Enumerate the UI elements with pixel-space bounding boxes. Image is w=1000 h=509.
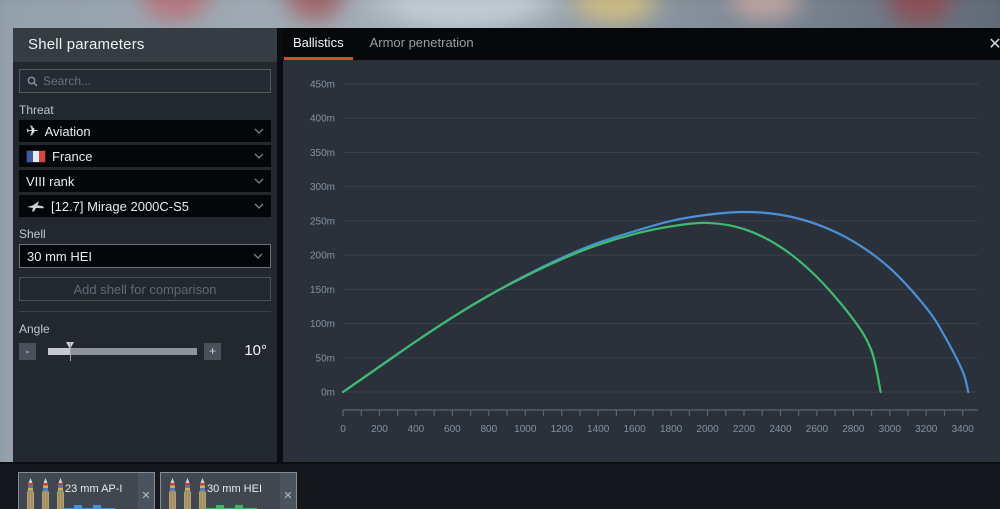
- threat-label: Threat: [19, 103, 54, 117]
- svg-text:300m: 300m: [310, 182, 335, 193]
- chevron-down-icon: [254, 203, 264, 209]
- svg-text:200m: 200m: [310, 251, 335, 262]
- svg-text:1800: 1800: [660, 424, 683, 435]
- svg-text:1400: 1400: [587, 424, 610, 435]
- svg-text:350m: 350m: [310, 148, 335, 159]
- svg-text:450m: 450m: [310, 80, 335, 91]
- shell-comparison-bar: 23 mm AP-I ✕ 30 mm HEI ✕: [0, 462, 1000, 509]
- dropdown-value: VIII rank: [26, 173, 75, 189]
- bullet-icon: [199, 478, 206, 509]
- dropdown-value: Aviation: [44, 123, 91, 139]
- svg-text:600: 600: [444, 424, 461, 435]
- svg-text:1000: 1000: [514, 424, 537, 435]
- svg-text:100m: 100m: [310, 319, 335, 330]
- dropdown-value: [12.7] Mirage 2000C-S5: [51, 198, 190, 214]
- tab-armor-penetration[interactable]: Armor penetration: [369, 35, 474, 50]
- section-divider: [19, 311, 271, 312]
- tab-bar: Ballistics Armor penetration ✕: [283, 28, 1000, 60]
- jet-icon: [27, 200, 44, 212]
- shell-card-30mm-hei[interactable]: 30 mm HEI ✕: [160, 472, 297, 509]
- trajectory-accent-bar: [205, 505, 257, 509]
- shell-parameters-panel: Shell parameters Threat ✈ Aviation Franc…: [13, 28, 283, 462]
- shell-label: Shell: [19, 227, 46, 241]
- shell-card-label: 30 mm HEI: [207, 483, 263, 495]
- svg-text:50m: 50m: [316, 353, 335, 364]
- shell-card-23mm-api[interactable]: 23 mm AP-I ✕: [18, 472, 155, 509]
- ballistics-chart-panel: Ballistics Armor penetration ✕ 0m 50m 100m…: [283, 28, 1000, 462]
- chevron-down-icon: [254, 178, 264, 184]
- chevron-down-icon: [254, 153, 264, 159]
- trajectory-chart: 0m 50m 100m 150m 200m 250m 300m 350m 400m 450m 0 20…: [310, 80, 978, 435]
- angle-label: Angle: [19, 322, 50, 336]
- svg-text:1200: 1200: [551, 424, 574, 435]
- vehicle-dropdown[interactable]: [12.7] Mirage 2000C-S5: [19, 195, 271, 217]
- tab-ballistics[interactable]: Ballistics: [284, 28, 353, 60]
- svg-text:3000: 3000: [879, 424, 902, 435]
- remove-shell-button[interactable]: ✕: [138, 473, 154, 509]
- search-input[interactable]: [43, 74, 263, 88]
- angle-slider-handle[interactable]: [66, 342, 75, 361]
- svg-text:0m: 0m: [321, 388, 335, 399]
- bullet-icon: [27, 478, 34, 509]
- svg-text:3200: 3200: [915, 424, 938, 435]
- svg-text:250m: 250m: [310, 216, 335, 227]
- france-flag-icon: [26, 149, 46, 163]
- search-icon: [27, 76, 38, 86]
- svg-text:200: 200: [371, 424, 388, 435]
- shell-bullets-icon: [25, 478, 66, 509]
- shell-dropdown[interactable]: 30 mm HEI: [19, 244, 271, 268]
- svg-text:150m: 150m: [310, 285, 335, 296]
- close-icon[interactable]: ✕: [988, 36, 1000, 53]
- shell-bullets-icon: [167, 478, 208, 509]
- angle-slider-row: - + 10°: [19, 342, 271, 361]
- dropdown-value: France: [52, 148, 93, 164]
- remove-shell-button[interactable]: ✕: [280, 473, 296, 509]
- angle-increase-button[interactable]: +: [204, 342, 221, 360]
- svg-text:0: 0: [340, 424, 346, 435]
- angle-value: 10°: [244, 342, 267, 359]
- svg-text:2000: 2000: [696, 424, 719, 435]
- svg-text:400m: 400m: [310, 114, 335, 125]
- svg-text:2400: 2400: [769, 424, 792, 435]
- svg-text:400: 400: [408, 424, 425, 435]
- trajectory-accent-bar: [63, 505, 115, 509]
- svg-text:2200: 2200: [733, 424, 756, 435]
- chevron-down-icon: [254, 128, 264, 134]
- bullet-icon: [184, 478, 191, 509]
- angle-slider-track[interactable]: [48, 342, 197, 361]
- rank-dropdown[interactable]: VIII rank: [19, 170, 271, 192]
- panel-title: Shell parameters: [13, 28, 277, 62]
- dropdown-value: 30 mm HEI: [27, 248, 93, 264]
- svg-text:3400: 3400: [952, 424, 975, 435]
- bullet-icon: [42, 478, 49, 509]
- svg-text:800: 800: [480, 424, 497, 435]
- nation-dropdown[interactable]: France: [19, 145, 271, 167]
- add-shell-for-comparison-button[interactable]: Add shell for comparison: [19, 277, 271, 301]
- aviation-icon: ✈: [26, 122, 39, 140]
- angle-slider-fill: [48, 348, 71, 355]
- threat-type-dropdown[interactable]: ✈ Aviation: [19, 120, 271, 142]
- chevron-down-icon: [253, 253, 263, 259]
- svg-text:1600: 1600: [624, 424, 647, 435]
- bullet-icon: [169, 478, 176, 509]
- svg-text:2800: 2800: [842, 424, 865, 435]
- svg-text:2600: 2600: [806, 424, 829, 435]
- angle-decrease-button[interactable]: -: [19, 342, 36, 360]
- shell-card-label: 23 mm AP-I: [65, 483, 123, 495]
- search-box[interactable]: [19, 69, 271, 93]
- bullet-icon: [57, 478, 64, 509]
